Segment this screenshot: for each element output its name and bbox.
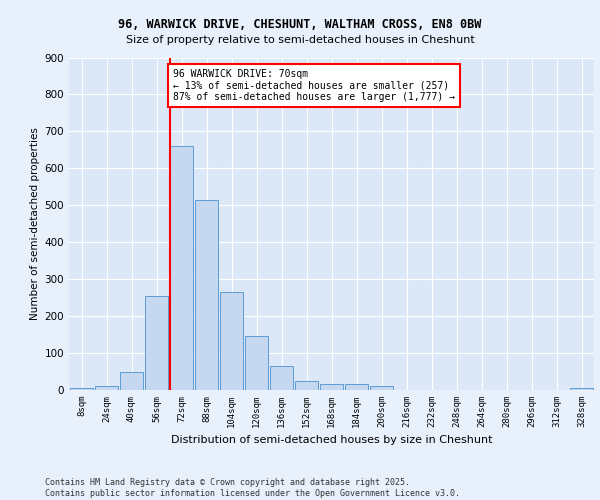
Text: Size of property relative to semi-detached houses in Cheshunt: Size of property relative to semi-detach… bbox=[125, 35, 475, 45]
Bar bbox=[320, 384, 343, 390]
Bar bbox=[170, 146, 193, 390]
Bar bbox=[345, 384, 368, 390]
Y-axis label: Number of semi-detached properties: Number of semi-detached properties bbox=[31, 128, 40, 320]
Bar bbox=[145, 296, 168, 390]
X-axis label: Distribution of semi-detached houses by size in Cheshunt: Distribution of semi-detached houses by … bbox=[171, 436, 492, 446]
Bar bbox=[295, 381, 318, 390]
Text: 96, WARWICK DRIVE, CHESHUNT, WALTHAM CROSS, EN8 0BW: 96, WARWICK DRIVE, CHESHUNT, WALTHAM CRO… bbox=[118, 18, 482, 30]
Bar bbox=[195, 200, 218, 390]
Bar bbox=[70, 388, 93, 390]
Text: 96 WARWICK DRIVE: 70sqm
← 13% of semi-detached houses are smaller (257)
87% of s: 96 WARWICK DRIVE: 70sqm ← 13% of semi-de… bbox=[173, 68, 455, 102]
Bar bbox=[120, 372, 143, 390]
Text: Contains HM Land Registry data © Crown copyright and database right 2025.
Contai: Contains HM Land Registry data © Crown c… bbox=[45, 478, 460, 498]
Bar bbox=[370, 386, 393, 390]
Bar bbox=[570, 388, 593, 390]
Bar bbox=[95, 386, 118, 390]
Bar bbox=[245, 336, 268, 390]
Bar bbox=[270, 366, 293, 390]
Bar bbox=[220, 292, 243, 390]
